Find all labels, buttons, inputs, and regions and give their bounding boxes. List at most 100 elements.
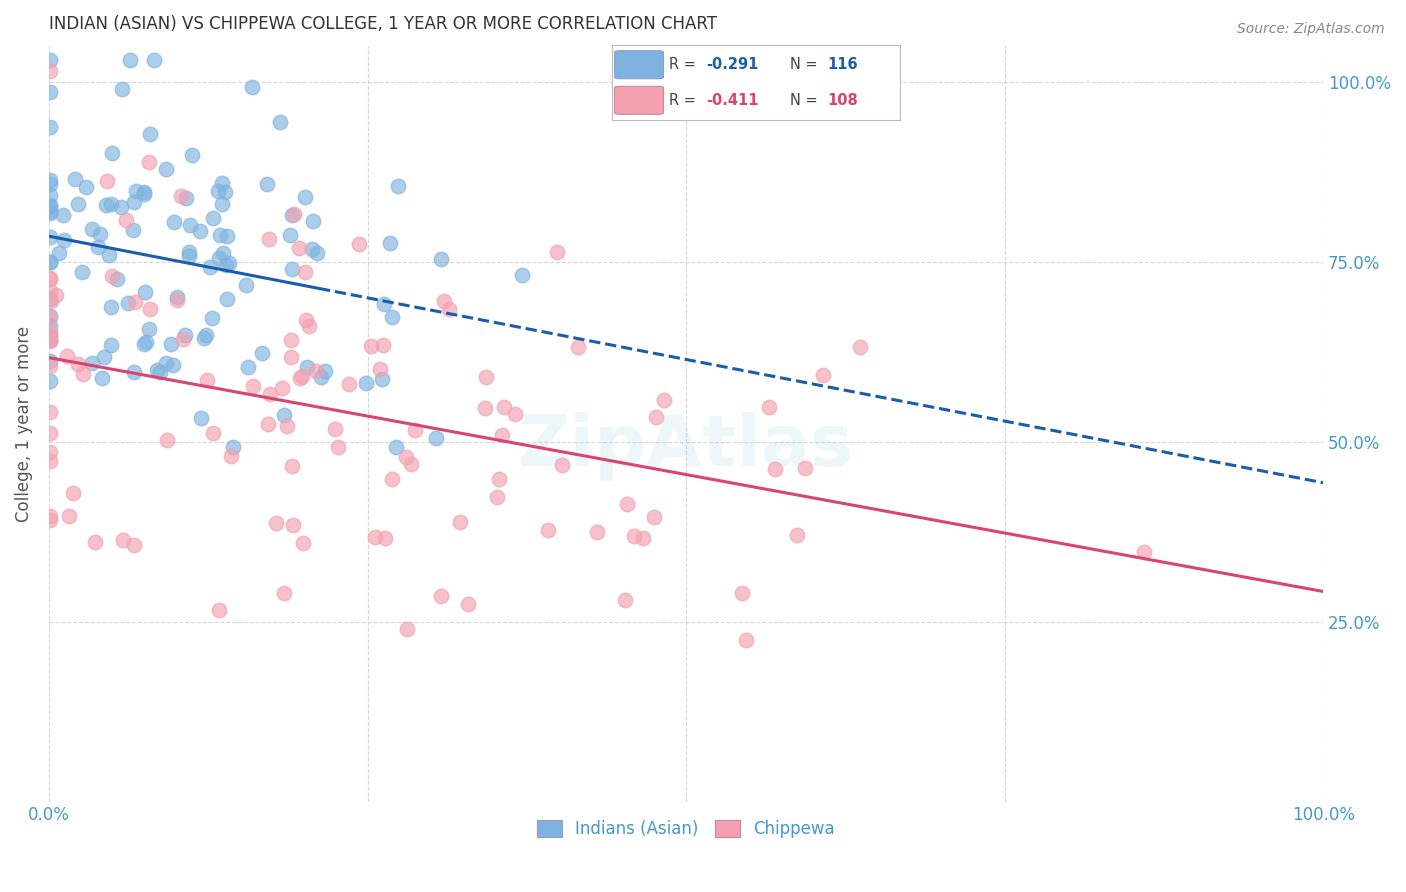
Point — [257, 417, 280, 432]
Point — [39, 513, 62, 527]
Point — [323, 421, 346, 435]
Point — [430, 589, 453, 603]
Point — [273, 409, 295, 423]
Point — [437, 301, 460, 316]
Point — [215, 229, 238, 244]
Point — [110, 200, 132, 214]
Point — [39, 53, 62, 67]
Point — [146, 362, 169, 376]
Point — [193, 331, 215, 345]
Point — [631, 531, 654, 545]
Point — [72, 367, 94, 381]
Point — [218, 255, 240, 269]
Point — [122, 223, 145, 237]
Point — [91, 371, 114, 385]
Point — [48, 246, 70, 260]
Point — [132, 185, 155, 199]
Point — [132, 187, 155, 202]
Point — [731, 586, 754, 600]
Point — [211, 177, 233, 191]
Point — [643, 509, 665, 524]
Point — [39, 329, 62, 343]
Point — [214, 185, 236, 199]
Point — [371, 337, 394, 351]
Point — [374, 531, 396, 545]
Point — [305, 364, 328, 378]
Point — [474, 401, 496, 415]
Text: 108: 108 — [828, 93, 859, 108]
Point — [457, 598, 479, 612]
Point — [381, 310, 404, 325]
Legend: Indians (Asian), Chippewa: Indians (Asian), Chippewa — [529, 812, 844, 847]
Point — [160, 336, 183, 351]
Point — [537, 523, 560, 537]
Point — [395, 450, 418, 464]
Point — [39, 271, 62, 285]
Text: INDIAN (ASIAN) VS CHIPPEWA COLLEGE, 1 YEAR OR MORE CORRELATION CHART: INDIAN (ASIAN) VS CHIPPEWA COLLEGE, 1 YE… — [49, 15, 717, 33]
Point — [163, 215, 186, 229]
Point — [235, 278, 257, 293]
Point — [166, 293, 188, 307]
Point — [269, 115, 291, 129]
Point — [242, 378, 264, 392]
Point — [172, 332, 194, 346]
Point — [194, 328, 217, 343]
Point — [86, 240, 108, 254]
FancyBboxPatch shape — [614, 87, 664, 114]
Point — [66, 357, 89, 371]
Point — [65, 171, 87, 186]
Point — [132, 337, 155, 351]
Point — [211, 197, 233, 211]
Point — [349, 236, 371, 251]
Point — [488, 472, 510, 486]
Point — [70, 265, 93, 279]
Point — [378, 235, 401, 250]
Point — [39, 359, 62, 374]
Point — [207, 185, 229, 199]
Point — [288, 371, 311, 385]
Point — [100, 338, 122, 352]
Point — [139, 127, 162, 141]
Point — [616, 496, 638, 510]
Point — [111, 81, 134, 95]
Point — [39, 187, 62, 202]
Point — [546, 244, 568, 259]
Text: -0.291: -0.291 — [707, 57, 759, 72]
Point — [302, 214, 325, 228]
Point — [219, 449, 242, 463]
Point — [280, 208, 302, 222]
Point — [124, 294, 146, 309]
Point — [39, 425, 62, 440]
Point — [491, 427, 513, 442]
Point — [264, 516, 287, 530]
Point — [142, 53, 165, 67]
Point — [39, 285, 62, 299]
Point — [122, 194, 145, 209]
Point — [294, 265, 316, 279]
Text: -0.411: -0.411 — [707, 93, 759, 108]
Point — [283, 207, 305, 221]
Point — [166, 290, 188, 304]
Point — [39, 230, 62, 244]
Point — [139, 301, 162, 316]
Point — [62, 486, 84, 500]
Point — [39, 333, 62, 347]
Point — [39, 375, 62, 389]
Point — [100, 300, 122, 314]
Point — [259, 387, 281, 401]
Point — [211, 246, 233, 260]
Point — [208, 251, 231, 265]
Point — [356, 376, 378, 390]
Point — [735, 633, 758, 648]
Point — [162, 358, 184, 372]
Point — [173, 327, 195, 342]
Point — [190, 411, 212, 425]
Point — [101, 268, 124, 283]
Text: R =: R = — [669, 57, 700, 72]
Point — [179, 219, 201, 233]
Point — [39, 508, 62, 523]
Point — [117, 296, 139, 310]
Point — [271, 381, 294, 395]
Point — [39, 85, 62, 99]
Point — [39, 333, 62, 347]
